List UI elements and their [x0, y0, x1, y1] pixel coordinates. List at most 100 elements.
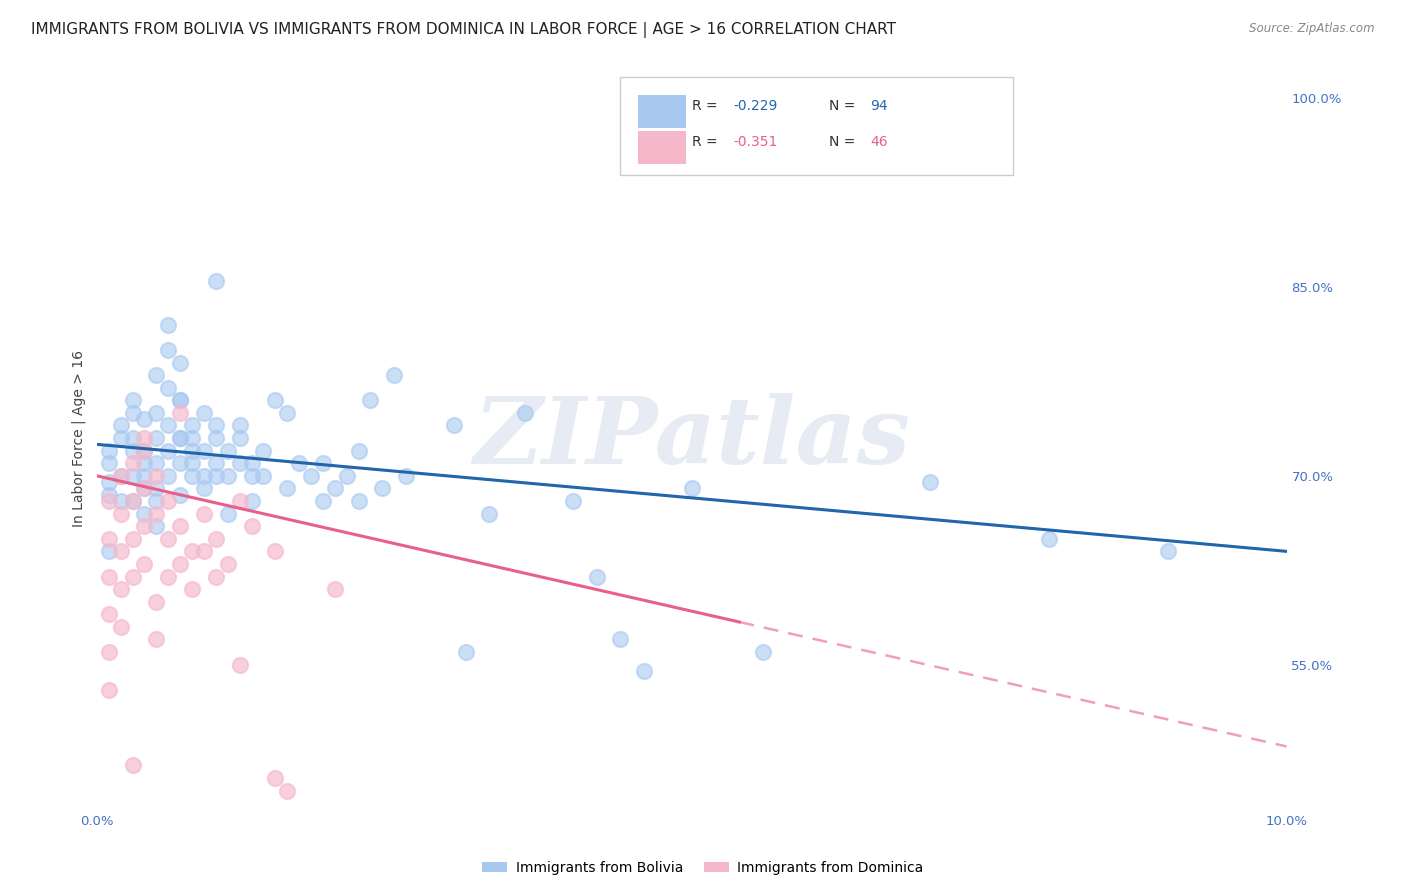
Point: [276, 406, 298, 420]
Point: [228, 431, 250, 445]
Point: [121, 494, 143, 508]
Point: [97, 569, 120, 583]
Point: [145, 468, 167, 483]
Point: [205, 569, 228, 583]
Point: [561, 494, 583, 508]
Point: [157, 532, 180, 546]
Point: [157, 494, 180, 508]
Point: [121, 468, 143, 483]
Point: [217, 557, 239, 571]
Point: [252, 443, 274, 458]
Point: [121, 569, 143, 583]
Point: [157, 418, 180, 433]
Point: [454, 645, 477, 659]
Point: [193, 406, 215, 420]
Point: [681, 482, 703, 496]
Text: -0.229: -0.229: [734, 99, 778, 112]
Point: [121, 532, 143, 546]
Text: -0.351: -0.351: [734, 136, 778, 149]
Point: [288, 456, 311, 470]
Point: [97, 488, 120, 502]
Point: [609, 632, 631, 647]
Point: [97, 456, 120, 470]
Point: [97, 494, 120, 508]
Point: [276, 783, 298, 797]
Text: ZIPatlas: ZIPatlas: [474, 393, 910, 483]
Point: [193, 443, 215, 458]
Point: [395, 468, 418, 483]
Point: [134, 557, 156, 571]
Point: [121, 431, 143, 445]
Point: [228, 456, 250, 470]
Point: [323, 582, 346, 596]
Point: [252, 468, 274, 483]
Point: [157, 569, 180, 583]
Text: N =: N =: [828, 136, 859, 149]
Point: [181, 468, 204, 483]
Point: [217, 507, 239, 521]
Point: [121, 443, 143, 458]
Point: [145, 456, 167, 470]
FancyBboxPatch shape: [638, 131, 686, 164]
Point: [169, 431, 191, 445]
Point: [205, 274, 228, 288]
Point: [110, 431, 132, 445]
Point: [336, 468, 359, 483]
Point: [228, 418, 250, 433]
Point: [205, 456, 228, 470]
Text: 94: 94: [870, 99, 887, 112]
Point: [382, 368, 405, 383]
Point: [240, 468, 263, 483]
Point: [205, 468, 228, 483]
Legend: Immigrants from Bolivia, Immigrants from Dominica: Immigrants from Bolivia, Immigrants from…: [477, 855, 929, 880]
Point: [145, 482, 167, 496]
Point: [134, 507, 156, 521]
Point: [181, 443, 204, 458]
Point: [193, 468, 215, 483]
Point: [347, 494, 370, 508]
FancyBboxPatch shape: [620, 77, 1012, 175]
Point: [134, 431, 156, 445]
Point: [360, 393, 382, 408]
Point: [276, 482, 298, 496]
Point: [918, 475, 941, 489]
Point: [169, 488, 191, 502]
Point: [97, 645, 120, 659]
Point: [323, 482, 346, 496]
Point: [193, 507, 215, 521]
Point: [145, 431, 167, 445]
Point: [205, 431, 228, 445]
Point: [134, 519, 156, 533]
Point: [193, 482, 215, 496]
Point: [97, 682, 120, 697]
Point: [110, 620, 132, 634]
Point: [443, 808, 465, 822]
Point: [347, 443, 370, 458]
Point: [121, 406, 143, 420]
Point: [169, 406, 191, 420]
Point: [478, 507, 501, 521]
Text: N =: N =: [828, 99, 859, 112]
Point: [312, 494, 335, 508]
Point: [145, 507, 167, 521]
Point: [97, 475, 120, 489]
Point: [169, 519, 191, 533]
Point: [264, 393, 287, 408]
Point: [145, 632, 167, 647]
Point: [169, 355, 191, 369]
Point: [752, 645, 775, 659]
Point: [134, 468, 156, 483]
Point: [110, 494, 132, 508]
Point: [110, 468, 132, 483]
Point: [110, 544, 132, 558]
Point: [264, 544, 287, 558]
Point: [97, 544, 120, 558]
Point: [371, 482, 394, 496]
Text: IMMIGRANTS FROM BOLIVIA VS IMMIGRANTS FROM DOMINICA IN LABOR FORCE | AGE > 16 CO: IMMIGRANTS FROM BOLIVIA VS IMMIGRANTS FR…: [31, 22, 896, 38]
Point: [240, 456, 263, 470]
Point: [205, 418, 228, 433]
Y-axis label: In Labor Force | Age > 16: In Labor Force | Age > 16: [72, 350, 86, 526]
Point: [145, 406, 167, 420]
Point: [134, 482, 156, 496]
Point: [217, 443, 239, 458]
